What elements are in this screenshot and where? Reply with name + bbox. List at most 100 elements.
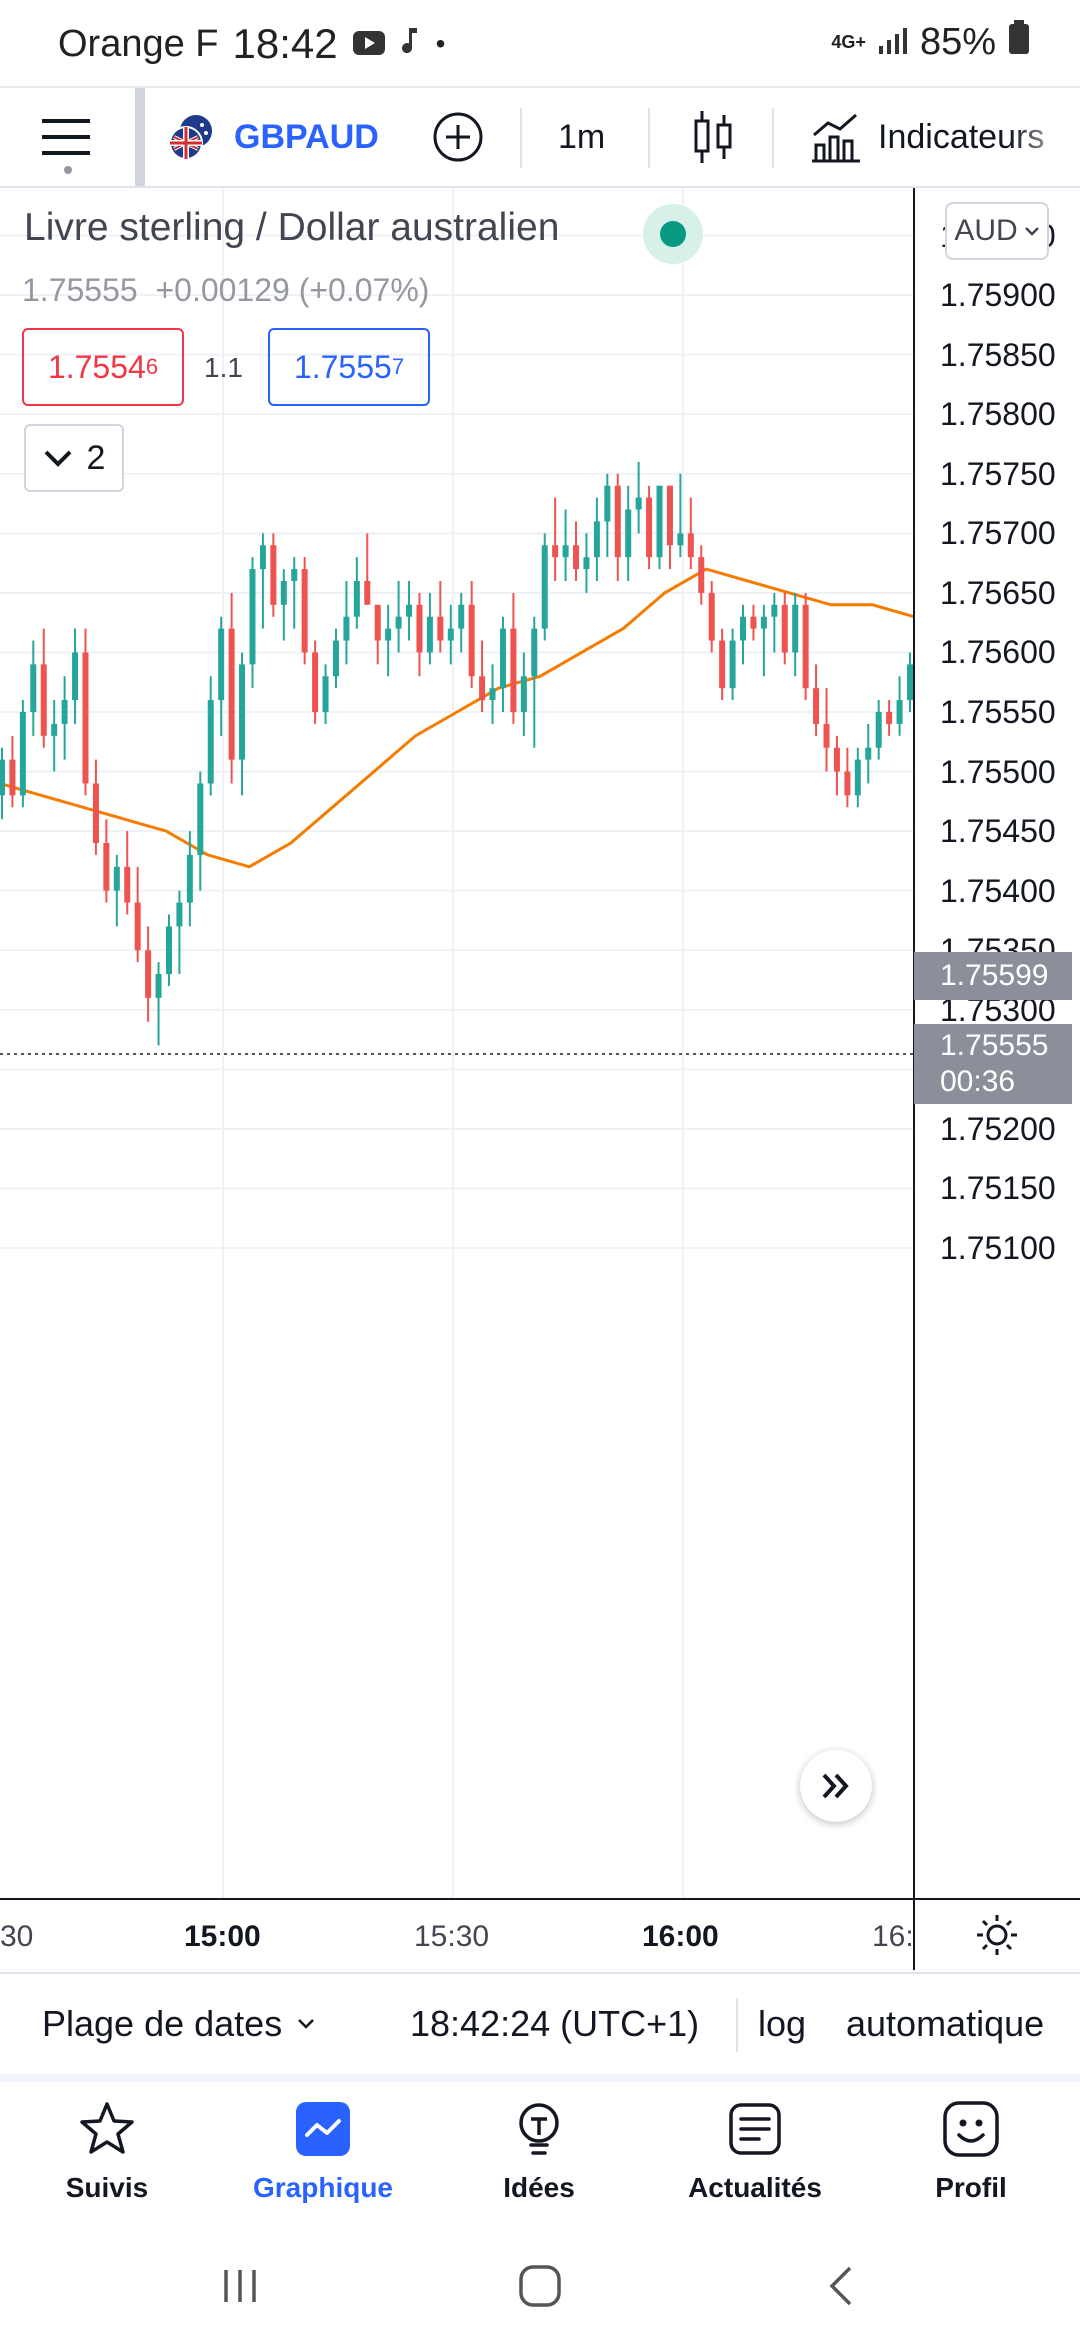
candle: [218, 616, 225, 736]
chart-settings-button[interactable]: [914, 1898, 1080, 1970]
ask-pip: 7: [391, 354, 405, 379]
nav-label: Graphique: [252, 2172, 393, 2203]
menu-button[interactable]: [40, 88, 92, 186]
candle: [259, 533, 266, 629]
symbol-label: GBPAUD: [234, 117, 379, 156]
network-type: 4G+: [831, 31, 866, 52]
legend-price-line: 1.75555 +0.00129 (+0.07%): [22, 272, 429, 309]
candle: [322, 664, 329, 724]
auto-scale-toggle[interactable]: automatique: [846, 1974, 1044, 2074]
log-label: log: [758, 2003, 807, 2044]
price-axis-label: 1.75450: [940, 813, 1056, 850]
last-price-tag-value: 1.75555: [940, 1029, 1049, 1062]
candle: [865, 723, 872, 784]
chart-type-button[interactable]: [692, 88, 736, 186]
bid-price: 1.7554: [47, 348, 146, 385]
candle: [740, 604, 747, 665]
candle: [113, 854, 120, 927]
scroll-to-realtime-button[interactable]: [800, 1750, 872, 1822]
high-price-tag-value: 1.75599: [940, 959, 1049, 992]
date-range-button[interactable]: Plage de dates: [42, 1974, 316, 2074]
status-bar: Orange F 18:42 • 4G+ 85%: [0, 0, 1080, 84]
price-axis-label: 1.75550: [940, 694, 1056, 730]
candle: [291, 557, 298, 629]
candle: [30, 640, 37, 736]
nav-item-suivis[interactable]: Suivis: [7, 2098, 207, 2238]
price-axis-label: 1.75700: [940, 515, 1056, 552]
nav-item-actualites[interactable]: Actualités: [655, 2098, 855, 2238]
candle: [374, 604, 381, 665]
candle: [134, 866, 141, 963]
candle: [239, 652, 246, 796]
candle: [9, 735, 16, 808]
chart-area[interactable]: Livre sterling / Dollar australien 1.755…: [0, 188, 1080, 1970]
time-label: 16:00: [642, 1920, 719, 1953]
chevron-down-icon: [1024, 227, 1039, 236]
candle: [823, 688, 830, 772]
candles-icon: [694, 111, 732, 163]
home-button[interactable]: [518, 2264, 562, 2313]
candle: [792, 592, 799, 677]
toolbar-fade: [1010, 88, 1080, 186]
nav-item-profil[interactable]: Profil: [871, 2098, 1071, 2238]
double-chevron-right-icon: [822, 1773, 849, 1799]
nav-item-idees[interactable]: Idées: [439, 2098, 639, 2238]
candle: [510, 592, 517, 724]
candle: [729, 628, 736, 701]
clock-timezone-button[interactable]: 18:42:24 (UTC+1): [410, 1974, 699, 2074]
price-axis-label: 1.75400: [940, 872, 1056, 909]
nav-item-graphique[interactable]: Graphique: [223, 2098, 423, 2238]
date-range-bar: Plage de dates 18:42:24 (UTC+1) log auto…: [0, 1972, 1080, 2074]
candle: [771, 592, 778, 653]
symbol-description[interactable]: Livre sterling / Dollar australien: [24, 206, 560, 249]
sell-button[interactable]: 1.7554 6: [22, 328, 184, 406]
time-axis[interactable]: 30 15:00 15:30 16:00 16:: [0, 1898, 914, 1970]
symbol-button[interactable]: GBPAUD: [166, 88, 379, 186]
candle: [385, 604, 392, 677]
back-button[interactable]: [826, 2264, 856, 2313]
candle: [562, 509, 569, 581]
price-chart[interactable]: [0, 188, 1080, 1970]
toolbar-divider: [648, 108, 650, 168]
candle: [573, 521, 580, 581]
buy-button[interactable]: 1.7555 7: [268, 328, 430, 406]
legend-collapse-button[interactable]: 2: [24, 424, 124, 492]
range-divider: [736, 1998, 738, 2052]
candle: [353, 557, 360, 629]
candle: [458, 592, 465, 653]
notification-dot: [64, 166, 72, 174]
candle: [666, 485, 673, 570]
spread-value: 1.1: [204, 352, 243, 383]
plus-circle-icon: [433, 112, 483, 162]
nav-label: Actualités: [688, 2172, 822, 2203]
candle: [593, 497, 600, 581]
add-symbol-button[interactable]: [432, 88, 484, 186]
interval-button[interactable]: 1m: [558, 88, 605, 186]
market-open-indicator[interactable]: [643, 204, 703, 264]
candle: [270, 533, 277, 617]
log-scale-toggle[interactable]: log: [758, 1974, 806, 2074]
chart-grid: [0, 188, 913, 1898]
candle: [698, 545, 705, 605]
currency-button[interactable]: AUD: [945, 202, 1049, 260]
candle: [886, 700, 893, 736]
last-price-tag: 1.75555 00:36: [914, 1024, 1072, 1104]
candle: [40, 628, 47, 748]
date-range-label: Plage de dates: [42, 2003, 283, 2044]
candle: [145, 926, 152, 1022]
candle: [280, 569, 287, 641]
candle: [176, 890, 183, 975]
collapsed-count: 2: [86, 438, 106, 477]
candle: [854, 747, 861, 808]
signal-icon: [878, 21, 908, 64]
interval-label: 1m: [558, 117, 606, 156]
candle: [19, 700, 26, 808]
price-axis-label: 1.76000: [940, 188, 1056, 195]
recent-apps-button[interactable]: [220, 2266, 260, 2311]
battery-percent: 85%: [919, 20, 996, 63]
candle: [781, 592, 788, 665]
candle: [447, 604, 454, 665]
price-axis-label: 1.75900: [940, 277, 1056, 314]
candle: [343, 580, 350, 665]
candle: [416, 592, 423, 677]
